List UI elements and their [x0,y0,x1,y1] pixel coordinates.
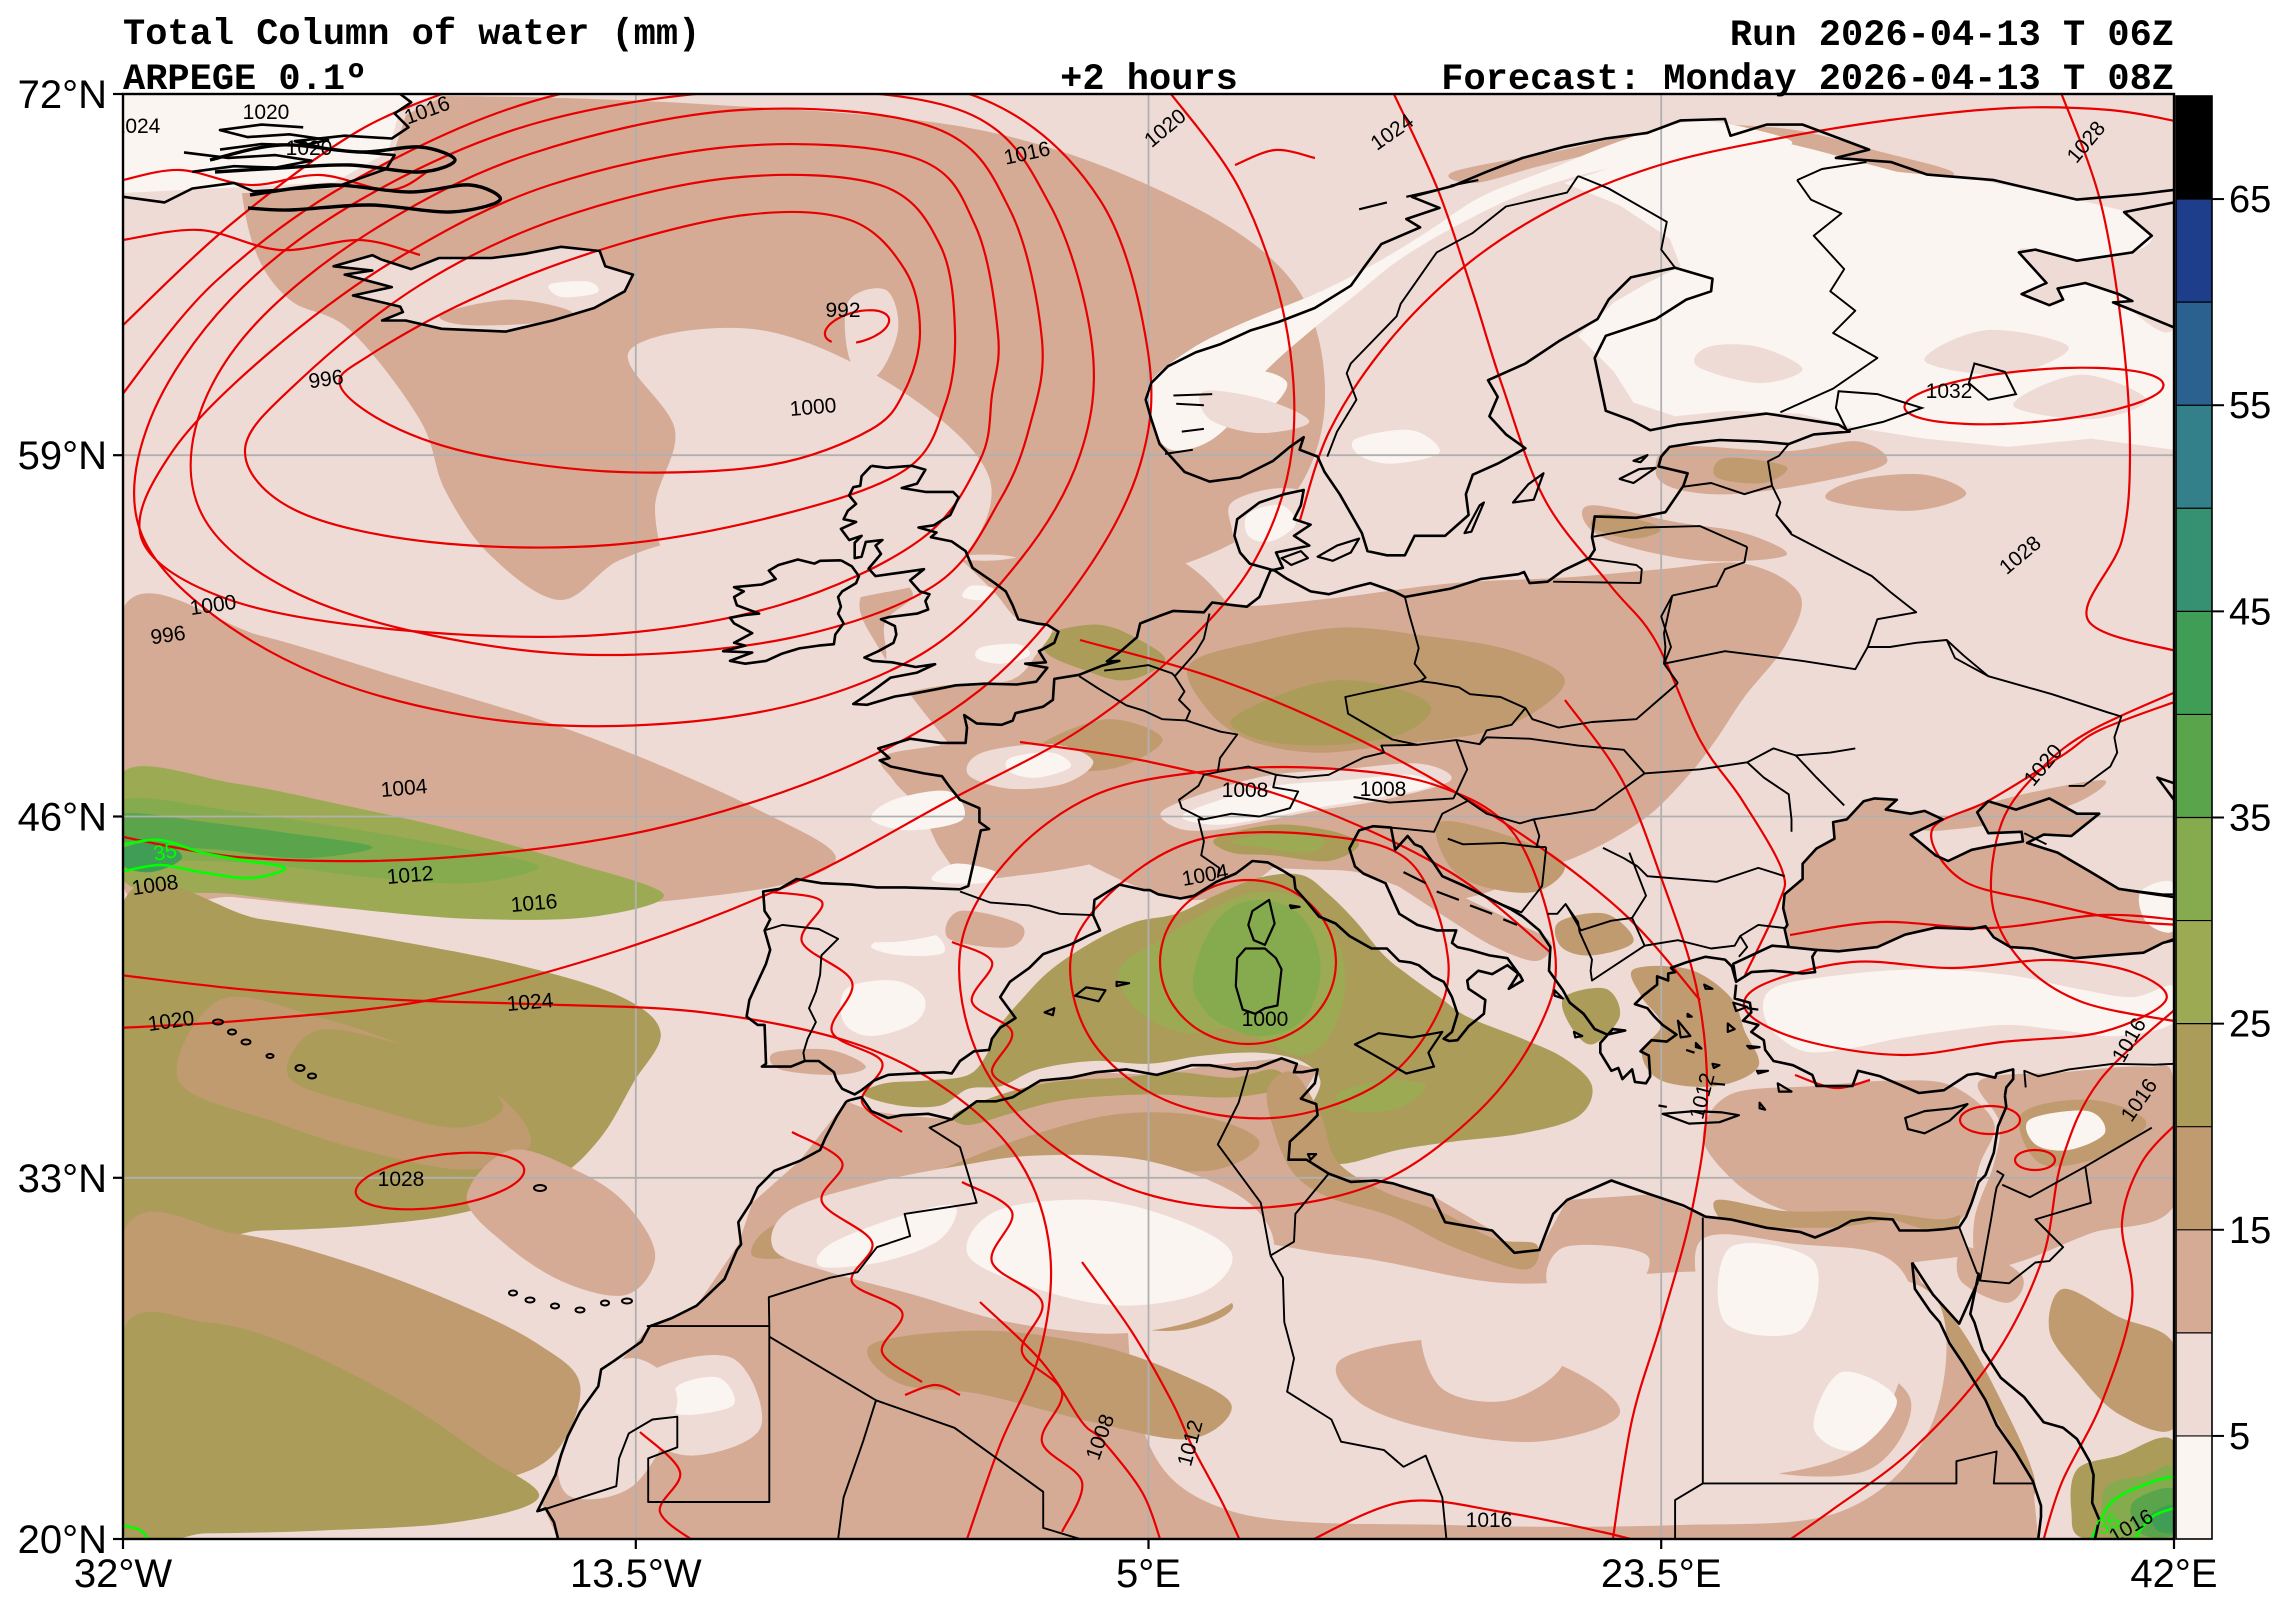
svg-text:1004: 1004 [380,775,429,802]
svg-text:55: 55 [2229,385,2271,427]
svg-text:1024: 1024 [114,115,161,138]
svg-text:1012: 1012 [386,862,435,889]
svg-text:20°N: 20°N [18,1518,107,1562]
svg-text:15: 15 [2229,1210,2271,1252]
svg-text:5°E: 5°E [1116,1552,1181,1596]
svg-text:65: 65 [2229,179,2271,221]
svg-text:996: 996 [149,622,187,650]
svg-text:25: 25 [2229,1004,2271,1046]
svg-text:35: 35 [152,839,179,866]
svg-text:1008: 1008 [1222,779,1269,802]
svg-text:1016: 1016 [510,890,559,917]
svg-text:1024: 1024 [506,989,555,1016]
svg-text:Run 2026-04-13 T 06Z: Run 2026-04-13 T 06Z [1730,15,2174,57]
svg-text:1020: 1020 [243,101,290,124]
svg-text:46°N: 46°N [18,796,107,840]
svg-text:33°N: 33°N [18,1157,107,1201]
svg-text:23.5°E: 23.5°E [1601,1552,1722,1596]
svg-text:ARPEGE 0.1º: ARPEGE 0.1º [123,59,367,101]
svg-text:1008: 1008 [1360,778,1407,801]
svg-text:1028: 1028 [378,1168,425,1191]
svg-text:32°W: 32°W [74,1552,172,1596]
svg-text:72°N: 72°N [18,73,107,117]
svg-text:1020: 1020 [286,137,333,160]
svg-text:Total Column of water (mm): Total Column of water (mm) [123,14,700,56]
svg-text:Forecast: Monday 2026-04-13 T: Forecast: Monday 2026-04-13 T 08Z [1441,59,2174,101]
svg-text:45: 45 [2229,591,2271,633]
svg-text:59°N: 59°N [18,434,107,478]
svg-text:1000: 1000 [789,394,838,421]
svg-text:42°E: 42°E [2130,1552,2217,1596]
svg-text:+2 hours: +2 hours [1060,59,1238,101]
svg-text:1016: 1016 [1466,1509,1513,1532]
svg-text:1032: 1032 [1926,380,1973,403]
svg-text:996: 996 [307,366,345,394]
svg-text:992: 992 [825,299,860,322]
svg-text:5: 5 [2229,1416,2250,1458]
svg-text:13.5°W: 13.5°W [570,1552,702,1596]
svg-text:35: 35 [2229,798,2271,840]
svg-text:1000: 1000 [1242,1008,1289,1031]
